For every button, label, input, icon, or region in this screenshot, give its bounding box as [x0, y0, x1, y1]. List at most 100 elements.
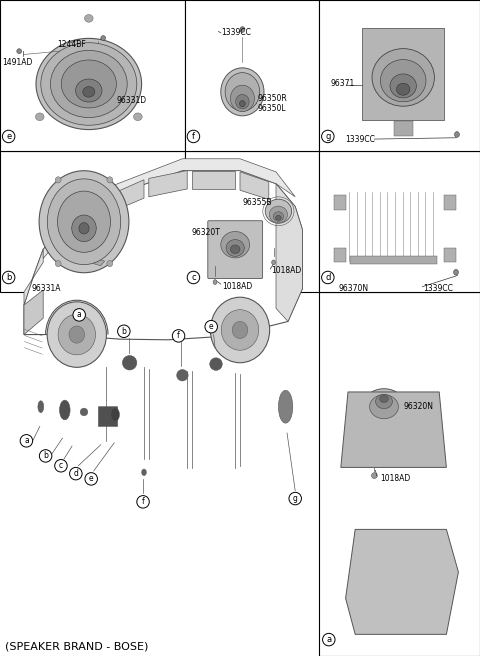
Circle shape	[187, 130, 200, 143]
Text: d: d	[325, 273, 331, 282]
Ellipse shape	[221, 310, 259, 350]
Text: 96331D: 96331D	[117, 96, 147, 105]
Ellipse shape	[41, 43, 137, 125]
Polygon shape	[106, 180, 144, 215]
Circle shape	[137, 495, 149, 508]
Text: g: g	[325, 132, 331, 141]
Ellipse shape	[370, 395, 398, 419]
Text: 96371: 96371	[330, 79, 355, 89]
Circle shape	[177, 369, 188, 381]
Ellipse shape	[72, 215, 96, 241]
Text: 96320T: 96320T	[191, 228, 220, 237]
Text: b: b	[43, 451, 48, 461]
Text: 96355B: 96355B	[242, 197, 272, 207]
Circle shape	[289, 492, 301, 505]
Polygon shape	[240, 172, 269, 199]
Text: 1491AD: 1491AD	[2, 58, 33, 67]
Ellipse shape	[230, 85, 254, 112]
Circle shape	[322, 130, 334, 143]
Circle shape	[2, 130, 15, 143]
Circle shape	[323, 633, 335, 646]
Text: 96331A: 96331A	[31, 284, 60, 293]
Text: d: d	[73, 469, 78, 478]
Text: a: a	[77, 310, 82, 319]
Circle shape	[80, 408, 88, 416]
Text: b: b	[6, 273, 12, 282]
Polygon shape	[91, 159, 295, 203]
Text: c: c	[59, 461, 63, 470]
Text: e: e	[89, 474, 94, 483]
Polygon shape	[341, 392, 446, 467]
Bar	[362, 28, 444, 120]
Bar	[334, 247, 346, 262]
Text: f: f	[142, 497, 144, 506]
Bar	[185, 0, 319, 151]
Text: f: f	[192, 132, 195, 141]
Ellipse shape	[61, 60, 117, 108]
Ellipse shape	[84, 14, 93, 22]
Bar	[319, 151, 480, 292]
Polygon shape	[346, 529, 458, 634]
Ellipse shape	[240, 100, 245, 107]
Ellipse shape	[36, 113, 44, 121]
Text: a: a	[326, 635, 331, 644]
Text: 96350L: 96350L	[257, 104, 286, 113]
Ellipse shape	[75, 79, 102, 102]
Ellipse shape	[232, 321, 248, 338]
Circle shape	[205, 320, 217, 333]
Ellipse shape	[240, 27, 245, 32]
Bar	[0, 151, 185, 292]
Ellipse shape	[221, 232, 250, 258]
Text: 96370N: 96370N	[338, 284, 369, 293]
Ellipse shape	[278, 390, 293, 423]
Polygon shape	[43, 223, 67, 258]
Ellipse shape	[142, 469, 146, 476]
Circle shape	[210, 358, 222, 371]
Text: e: e	[209, 322, 214, 331]
Ellipse shape	[60, 400, 70, 420]
Ellipse shape	[107, 260, 113, 267]
Polygon shape	[24, 249, 43, 305]
Ellipse shape	[50, 51, 127, 117]
Text: f: f	[177, 331, 180, 340]
Text: c: c	[191, 273, 196, 282]
Text: 1018AD: 1018AD	[271, 266, 301, 276]
Text: e: e	[6, 132, 11, 141]
Bar	[444, 195, 456, 210]
Ellipse shape	[380, 396, 388, 402]
Ellipse shape	[58, 314, 96, 355]
Ellipse shape	[273, 212, 284, 221]
Ellipse shape	[276, 215, 281, 220]
Ellipse shape	[213, 279, 217, 285]
Ellipse shape	[38, 401, 44, 413]
Ellipse shape	[225, 73, 260, 111]
Polygon shape	[24, 171, 302, 340]
Text: 1339CC: 1339CC	[346, 134, 375, 144]
Ellipse shape	[17, 49, 22, 54]
Ellipse shape	[226, 239, 244, 256]
Polygon shape	[43, 190, 106, 249]
Ellipse shape	[36, 38, 142, 130]
Ellipse shape	[272, 260, 276, 265]
Bar	[185, 151, 319, 292]
Text: 1244BF: 1244BF	[58, 40, 86, 49]
Bar	[0, 0, 185, 151]
Bar	[319, 0, 480, 151]
Text: 96320N: 96320N	[403, 402, 433, 411]
Ellipse shape	[133, 113, 142, 121]
Ellipse shape	[230, 245, 240, 254]
Bar	[358, 412, 410, 419]
Bar	[394, 31, 413, 47]
Polygon shape	[94, 259, 105, 266]
Ellipse shape	[47, 179, 121, 264]
Ellipse shape	[101, 35, 106, 41]
Polygon shape	[276, 184, 302, 321]
Ellipse shape	[39, 171, 129, 273]
Ellipse shape	[454, 270, 458, 275]
Text: g: g	[293, 494, 298, 503]
Ellipse shape	[83, 87, 95, 97]
Ellipse shape	[372, 49, 434, 106]
Polygon shape	[24, 290, 43, 335]
FancyBboxPatch shape	[98, 407, 118, 426]
Text: (SPEAKER BRAND - BOSE): (SPEAKER BRAND - BOSE)	[5, 642, 148, 651]
